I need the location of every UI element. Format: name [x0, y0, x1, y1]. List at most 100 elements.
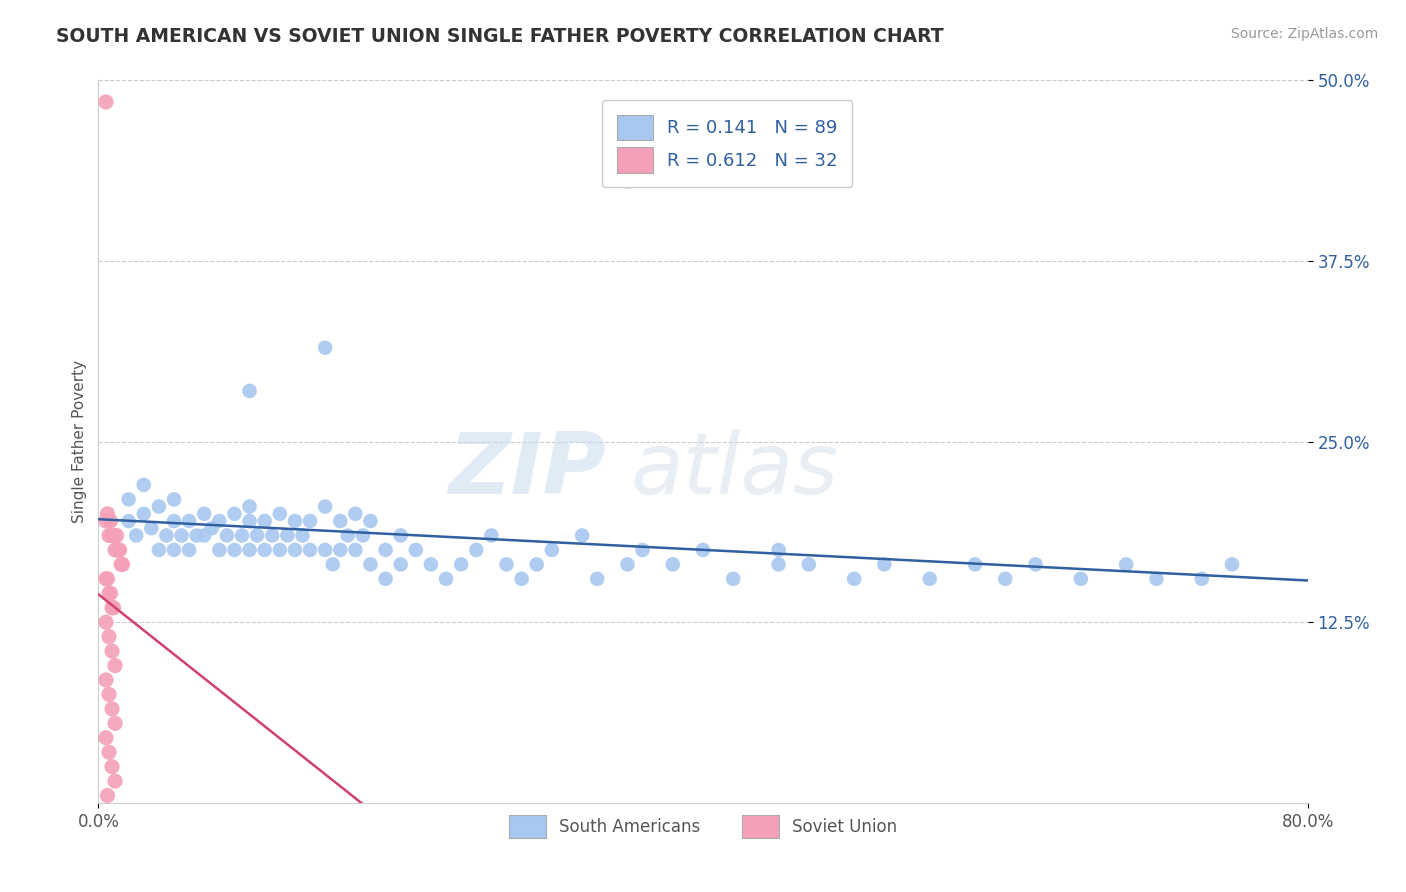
Point: [98, 630, 121, 644]
Point: [1144, 572, 1167, 586]
Point: [107, 542, 129, 557]
Point: [94, 731, 117, 745]
Point: [692, 542, 714, 557]
Point: [132, 478, 155, 492]
Point: [434, 572, 457, 586]
Point: [768, 558, 790, 572]
Point: [170, 528, 193, 542]
Point: [224, 507, 246, 521]
Point: [420, 558, 443, 572]
Point: [360, 558, 382, 572]
Point: [344, 507, 367, 521]
Point: [104, 542, 127, 557]
Point: [101, 702, 124, 716]
Point: [1070, 572, 1092, 586]
Point: [101, 528, 124, 542]
Point: [586, 572, 609, 586]
Point: [231, 528, 253, 542]
Point: [163, 542, 186, 557]
Legend: South Americans, Soviet Union: South Americans, Soviet Union: [502, 808, 904, 845]
Point: [284, 542, 307, 557]
Point: [208, 514, 231, 528]
Point: [98, 586, 121, 600]
Point: [118, 514, 141, 528]
Y-axis label: Single Father Poverty: Single Father Poverty: [72, 360, 87, 523]
Point: [96, 507, 118, 521]
Point: [723, 572, 745, 586]
Point: [322, 558, 344, 572]
Point: [389, 558, 412, 572]
Point: [314, 500, 336, 514]
Point: [510, 572, 533, 586]
Point: [125, 528, 148, 542]
Point: [132, 507, 155, 521]
Point: [141, 521, 163, 535]
Point: [98, 745, 121, 759]
Point: [1115, 558, 1137, 572]
Point: [352, 528, 374, 542]
Point: [94, 673, 117, 687]
Point: [100, 514, 122, 528]
Point: [179, 514, 201, 528]
Point: [96, 572, 118, 586]
Point: [179, 542, 201, 557]
Point: [104, 774, 127, 789]
Point: [465, 542, 488, 557]
Point: [224, 542, 246, 557]
Point: [344, 542, 367, 557]
Point: [253, 542, 276, 557]
Point: [314, 341, 336, 355]
Point: [616, 174, 638, 188]
Point: [374, 572, 396, 586]
Point: [276, 528, 298, 542]
Point: [94, 514, 117, 528]
Point: [389, 528, 412, 542]
Text: Source: ZipAtlas.com: Source: ZipAtlas.com: [1230, 27, 1378, 41]
Point: [284, 514, 307, 528]
Point: [193, 528, 215, 542]
Point: [96, 789, 118, 803]
Point: [118, 492, 141, 507]
Point: [631, 542, 654, 557]
Point: [239, 500, 262, 514]
Point: [108, 542, 131, 557]
Point: [616, 558, 638, 572]
Point: [299, 514, 322, 528]
Point: [299, 542, 322, 557]
Point: [269, 507, 291, 521]
Point: [374, 542, 396, 557]
Point: [450, 558, 472, 572]
Point: [186, 528, 208, 542]
Point: [163, 492, 186, 507]
Point: [329, 542, 352, 557]
Point: [1220, 558, 1243, 572]
Point: [481, 528, 503, 542]
Point: [110, 558, 132, 572]
Point: [148, 542, 170, 557]
Point: [98, 528, 121, 542]
Point: [526, 558, 548, 572]
Point: [148, 500, 170, 514]
Point: [1024, 558, 1046, 572]
Point: [104, 658, 127, 673]
Point: [329, 514, 352, 528]
Point: [163, 514, 186, 528]
Point: [155, 528, 177, 542]
Point: [239, 542, 262, 557]
Point: [253, 514, 276, 528]
Point: [994, 572, 1017, 586]
Point: [94, 572, 117, 586]
Point: [100, 586, 122, 600]
Point: [540, 542, 562, 557]
Point: [797, 558, 820, 572]
Point: [269, 542, 291, 557]
Point: [965, 558, 987, 572]
Point: [291, 528, 314, 542]
Point: [246, 528, 269, 542]
Point: [239, 514, 262, 528]
Point: [1191, 572, 1213, 586]
Point: [105, 528, 128, 542]
Point: [314, 542, 336, 557]
Point: [495, 558, 517, 572]
Point: [873, 558, 896, 572]
